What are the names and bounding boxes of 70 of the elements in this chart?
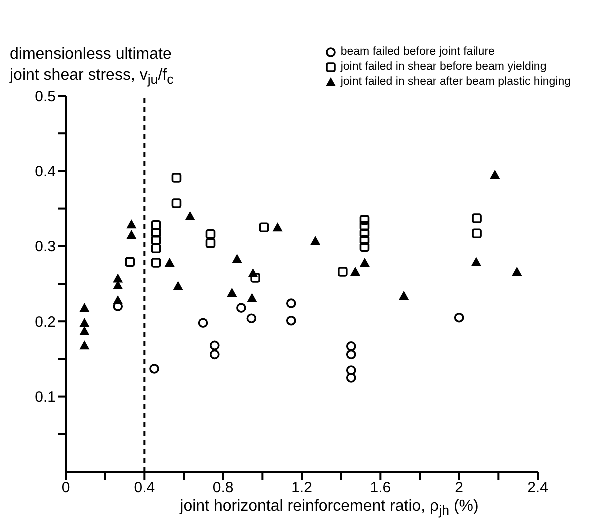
point xyxy=(151,235,162,246)
point xyxy=(360,228,370,239)
point xyxy=(80,326,90,336)
legend-label: joint failed in shear after beam plastic hinging xyxy=(340,75,571,90)
legend-label: joint failed in shear before beam yielding xyxy=(340,60,548,75)
point xyxy=(206,229,216,240)
point xyxy=(172,198,182,208)
point xyxy=(151,228,162,238)
point xyxy=(173,281,184,290)
x-axis-title: joint horizontal reinforcement ratio, ρ$_{jh}$ (%) xyxy=(178,498,480,518)
point xyxy=(236,303,246,313)
x-tick-label: 1.6 xyxy=(370,480,392,497)
point xyxy=(210,350,220,360)
x-tick-label: 0.8 xyxy=(212,480,234,497)
point xyxy=(472,214,482,224)
legend-label: beam failed before joint failure xyxy=(340,45,496,60)
point xyxy=(272,222,283,232)
point xyxy=(151,220,162,230)
point xyxy=(454,312,464,323)
point xyxy=(80,303,90,312)
point xyxy=(126,230,137,240)
point xyxy=(185,211,196,220)
x-tick-label: 0 xyxy=(62,480,70,497)
y-tick-label: 0.5 xyxy=(35,88,56,106)
point xyxy=(338,267,348,277)
point xyxy=(346,350,356,360)
point xyxy=(350,266,360,276)
point xyxy=(346,373,356,383)
y-axis-title: dimensionless ultimate joint shear stress, v$_{ju}$/f$_{c}$ xyxy=(8,44,175,89)
y-tick-label: 0.1 xyxy=(35,389,56,406)
point xyxy=(246,314,257,324)
point xyxy=(125,257,136,268)
point xyxy=(360,258,370,267)
point xyxy=(126,220,137,229)
point xyxy=(360,215,370,225)
point xyxy=(80,318,90,328)
point xyxy=(206,238,216,248)
point xyxy=(198,318,208,328)
point xyxy=(360,221,370,231)
x-tick-label: 1.2 xyxy=(292,480,312,497)
point xyxy=(232,254,242,264)
point xyxy=(247,293,258,302)
point xyxy=(360,242,370,252)
point xyxy=(310,236,321,246)
y-tick-label: 0.3 xyxy=(35,238,56,256)
point xyxy=(210,340,220,351)
x-tick-label: 0.4 xyxy=(134,480,156,497)
x-tick-label: 2 xyxy=(455,480,464,497)
point xyxy=(250,273,260,283)
point xyxy=(286,316,296,326)
point xyxy=(164,258,175,267)
point xyxy=(512,266,522,276)
point xyxy=(227,288,238,298)
x-tick-label: 2.4 xyxy=(528,480,548,497)
point xyxy=(471,257,482,266)
point xyxy=(151,258,162,268)
y-tick-label: 0.4 xyxy=(35,164,56,181)
point xyxy=(472,228,482,239)
point xyxy=(346,366,356,376)
point xyxy=(490,170,500,179)
point xyxy=(80,340,90,350)
point xyxy=(399,291,410,300)
point xyxy=(286,298,296,308)
point xyxy=(172,173,182,183)
point xyxy=(151,244,162,254)
y-tick-label: 0.2 xyxy=(35,314,56,331)
point xyxy=(259,222,270,232)
point xyxy=(360,235,370,246)
point xyxy=(150,364,160,374)
point xyxy=(346,342,356,352)
